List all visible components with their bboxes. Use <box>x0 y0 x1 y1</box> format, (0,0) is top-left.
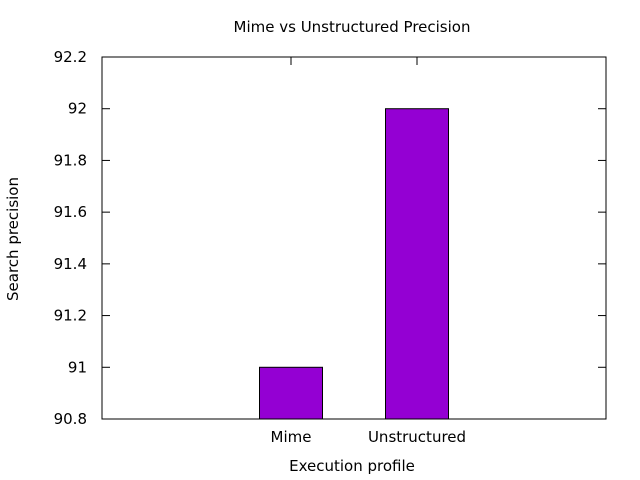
bars <box>259 108 449 420</box>
chart-title: Mime vs Unstructured Precision <box>234 18 471 36</box>
y-tick-label: 91.2 <box>54 307 87 325</box>
plot-frame <box>101 56 607 420</box>
x-tick-label: Unstructured <box>368 428 466 446</box>
y-axis-label: Search precision <box>4 177 22 301</box>
y-tick-label: 91 <box>68 358 87 376</box>
bar-unstructured <box>385 108 449 420</box>
y-tick-label: 92.2 <box>54 48 87 66</box>
y-tick-label: 92 <box>68 100 87 118</box>
x-tick-labels: Mime Unstructured <box>271 428 467 446</box>
y-tick-labels: 90.8 91 91.2 91.4 91.6 91.8 92 92.2 <box>54 48 87 428</box>
y-tick-label: 90.8 <box>54 410 87 428</box>
axis-ticks <box>102 56 606 420</box>
bar-mime <box>259 366 323 420</box>
y-tick-label: 91.6 <box>54 203 87 221</box>
x-axis-label: Execution profile <box>289 457 415 475</box>
x-tick-label: Mime <box>271 428 312 446</box>
y-tick-label: 91.8 <box>54 151 87 169</box>
y-tick-label: 91.4 <box>54 255 87 273</box>
